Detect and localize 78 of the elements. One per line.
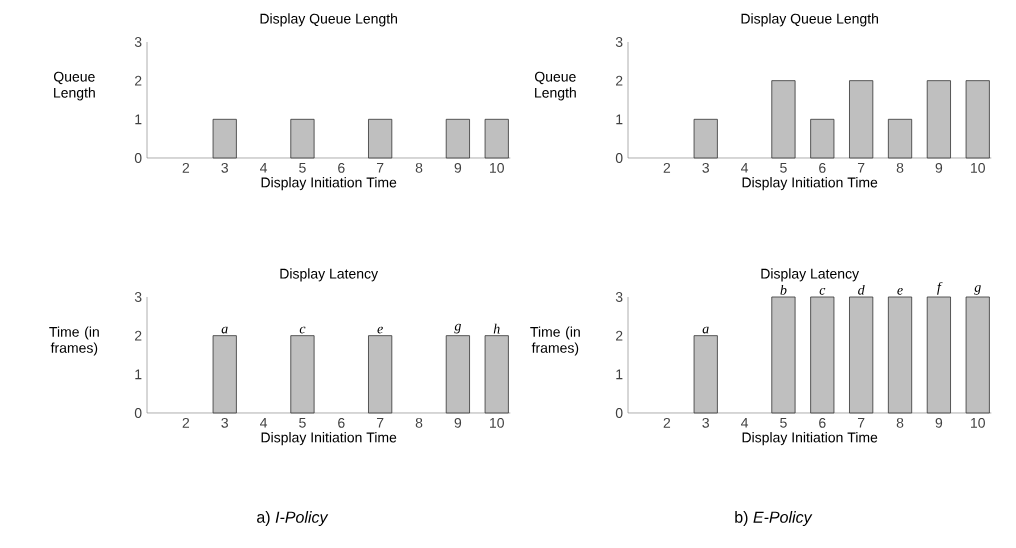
y-tick-label: 0 xyxy=(615,153,623,163)
x-tick-label: 5 xyxy=(780,417,787,428)
y-tick-label: 3 xyxy=(615,292,623,302)
y-tick-label: 2 xyxy=(616,330,623,341)
chart-title: Display Latency xyxy=(280,268,379,282)
x-tick-label: 6 xyxy=(819,162,826,173)
y-tick-label: 1 xyxy=(616,369,623,380)
x-tick-label: 5 xyxy=(299,162,306,173)
annotation: d xyxy=(858,284,865,295)
x-tick-label: 10 xyxy=(490,162,504,173)
x-axis-title: Display Initiation Time xyxy=(742,432,878,446)
x-tick-label: 3 xyxy=(702,417,710,428)
x-tick-label: 7 xyxy=(376,417,384,428)
x-tick-label: 4 xyxy=(260,417,268,428)
x-tick-label: 5 xyxy=(299,417,306,428)
y-tick-label: 3 xyxy=(134,292,142,302)
x-tick-label: 8 xyxy=(415,162,423,173)
annotation: g xyxy=(454,323,461,334)
x-tick-label: 8 xyxy=(896,417,904,428)
x-tick-label: 2 xyxy=(182,417,190,428)
y-tick-label: 1 xyxy=(135,114,142,125)
x-tick-label: 6 xyxy=(338,417,345,428)
annotation: e xyxy=(897,288,903,295)
y-tick-label: 2 xyxy=(135,75,142,86)
x-axis-title: Display Initiation Time xyxy=(742,177,878,191)
x-tick-label: 8 xyxy=(415,417,423,428)
y-tick-label: 2 xyxy=(616,75,623,86)
y-tick-label: 3 xyxy=(615,37,623,47)
x-tick-label: 3 xyxy=(221,417,229,428)
y-axis-title: Queue Length xyxy=(534,71,576,101)
x-tick-label: 7 xyxy=(857,162,865,173)
y-tick-label: 3 xyxy=(134,37,142,47)
text: a) I-Policy xyxy=(257,511,329,526)
y-tick-label: 2 xyxy=(135,330,142,341)
x-tick-label: 9 xyxy=(935,417,943,428)
x-tick-label: 7 xyxy=(376,162,384,173)
chart-title: Display Queue Length xyxy=(260,13,397,27)
chart-title: Display Latency xyxy=(761,268,860,282)
x-tick-label: 3 xyxy=(221,162,229,173)
x-tick-label: 10 xyxy=(490,417,504,428)
y-tick-label: 0 xyxy=(134,153,142,163)
y-tick-label: 0 xyxy=(615,408,623,418)
x-tick-label: 5 xyxy=(780,162,787,173)
x-tick-label: 9 xyxy=(454,162,462,173)
annotation: e xyxy=(377,326,383,334)
x-tick-label: 10 xyxy=(971,162,985,173)
y-tick-label: 1 xyxy=(135,369,142,380)
y-axis-title: Time (in frames) xyxy=(49,326,99,356)
x-tick-label: 7 xyxy=(857,417,865,428)
annotation: b xyxy=(780,284,787,295)
y-tick-label: 1 xyxy=(616,114,623,125)
x-axis-title: Display Initiation Time xyxy=(261,432,397,446)
y-tick-label: 0 xyxy=(134,408,142,418)
x-tick-label: 2 xyxy=(182,162,190,173)
y-axis-title: Queue Length xyxy=(54,71,95,101)
annotation: a xyxy=(702,326,709,334)
x-tick-label: 9 xyxy=(454,417,462,428)
x-tick-label: 6 xyxy=(819,417,826,428)
annotation: a xyxy=(221,326,228,334)
x-tick-label: 2 xyxy=(663,162,671,173)
annotation: c xyxy=(819,288,826,295)
x-tick-label: 4 xyxy=(260,162,268,173)
x-tick-label: 10 xyxy=(971,417,985,428)
x-tick-label: 9 xyxy=(935,162,943,173)
annotation: h xyxy=(493,323,500,334)
x-tick-label: 6 xyxy=(338,162,345,173)
chart-title: Display Queue Length xyxy=(741,13,878,27)
annotation: g xyxy=(974,285,981,295)
x-axis-title: Display Initiation Time xyxy=(261,177,397,191)
x-tick-label: 4 xyxy=(741,417,749,428)
text: b) E-Policy xyxy=(735,511,813,526)
x-tick-label: 2 xyxy=(663,417,671,428)
annotation: c xyxy=(299,326,306,334)
x-tick-label: 4 xyxy=(741,162,749,173)
y-axis-title: Time (in frames) xyxy=(530,326,580,356)
x-tick-label: 3 xyxy=(702,162,710,173)
x-tick-label: 8 xyxy=(896,162,904,173)
annotation: f xyxy=(937,281,943,295)
